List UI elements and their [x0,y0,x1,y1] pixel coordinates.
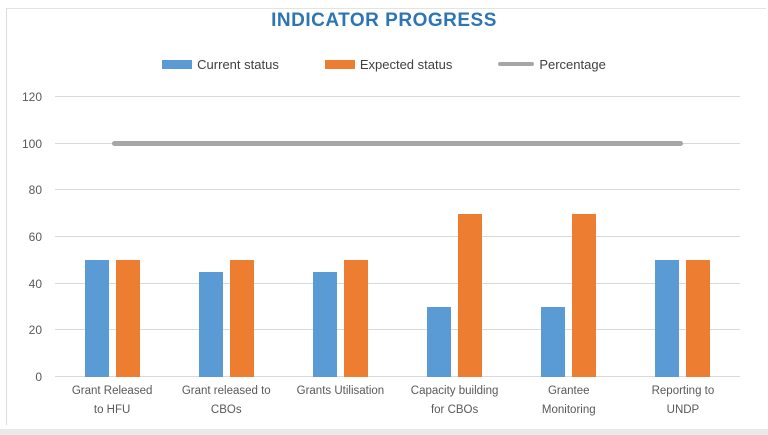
x-axis-label-2: Grant released to CBOs [181,385,271,416]
plot-area [55,96,740,377]
bar-current-status [541,307,566,377]
bar-expected-status [343,260,368,377]
x-axis-label-5: Grantee Monitoring [541,385,596,416]
y-tick-label-0: 0 [35,370,42,384]
gridline-20 [55,329,740,331]
bar-group-5 [512,97,626,377]
chart-title: INDICATOR PROGRESS [271,10,497,31]
x-axis-labels: Grant Released to HFU Grant released to C… [55,382,740,420]
bar-group-1 [55,97,169,377]
percentage-line-swatch-icon [498,62,535,66]
y-tick-label-60: 60 [28,230,42,244]
bar-expected-status [458,213,483,377]
y-tick-label-120: 120 [21,90,42,104]
percentage-line [112,140,683,146]
bar-expected-status [115,260,140,377]
x-axis-label-1: Grant Released to HFU [71,385,153,416]
bar-expected-status [229,260,254,377]
bar-group-3 [283,97,397,377]
x-axis-label-3: Grants Utilisation [296,385,385,397]
gridline-0 [55,376,740,377]
bar-group-4 [398,97,512,377]
chart-frame-left-border [6,8,7,425]
bar-groups [55,97,740,377]
bar-group-6 [626,97,740,377]
chart-frame-bottom-edge [0,429,768,435]
legend-label-percentage: Percentage [539,56,606,72]
gridline-60 [55,236,740,237]
current-status-swatch-icon [162,59,193,69]
chart-legend: Current status Expected status Percentag… [0,54,768,74]
legend-label-current-status: Current status [197,56,279,72]
bar-current-status [312,272,337,377]
gridline-120 [55,96,740,97]
y-axis: 0 20 40 60 80 100 120 [0,90,42,384]
gridline-40 [55,282,740,284]
chart-frame-top-border [6,8,766,9]
y-tick-label-100: 100 [21,136,42,151]
y-tick-label-20: 20 [28,323,42,338]
y-tick-label-80: 80 [28,183,42,198]
bar-current-status [655,260,680,377]
bar-current-status [84,260,109,377]
legend-item-expected-status: Expected status [324,56,453,72]
bar-group-2 [169,97,283,377]
legend-label-expected-status: Expected status [359,56,453,72]
gridline-80 [55,189,740,191]
x-axis-label-6: Reporting to UNDP [651,385,715,416]
bar-current-status [427,307,452,377]
x-axis-label-4: Capacity building for CBOs [410,385,499,416]
y-tick-label-40: 40 [28,276,42,291]
bar-expected-status [572,213,597,377]
expected-status-swatch-icon [324,59,355,69]
legend-item-percentage: Percentage [498,57,606,72]
bar-expected-status [686,260,711,377]
legend-item-current-status: Current status [162,57,279,72]
bar-current-status [198,272,223,377]
